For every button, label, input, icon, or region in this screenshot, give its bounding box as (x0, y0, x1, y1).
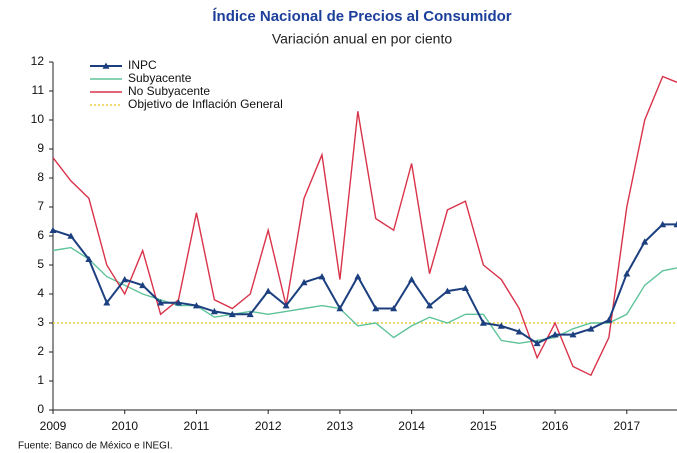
legend-label: No Subyacente (128, 84, 210, 98)
point-marker (372, 305, 380, 312)
y-tick-label: 12 (31, 54, 45, 68)
x-tick-label: 2017 (613, 419, 640, 433)
source-note: Fuente: Banco de México e INEGI. (18, 441, 173, 452)
point-marker (641, 238, 649, 245)
x-tick-label: 2011 (184, 419, 210, 433)
point-marker (175, 299, 183, 306)
series-line (52, 75, 677, 377)
point-marker (461, 284, 469, 291)
point-marker (139, 281, 147, 289)
y-tick-label: 10 (31, 112, 45, 126)
point-marker (515, 328, 523, 335)
point-marker (390, 305, 398, 312)
y-tick-label: 3 (37, 315, 44, 329)
x-tick-label: 2014 (398, 419, 425, 433)
point-marker (587, 325, 595, 332)
point-marker (282, 302, 290, 309)
x-tick-label: 2012 (255, 419, 282, 433)
chart-subtitle: Variación anual en por ciento (272, 31, 453, 47)
y-tick-label: 8 (37, 170, 44, 184)
y-tick-label: 9 (37, 141, 44, 155)
y-tick-label: 2 (37, 344, 44, 358)
y-tick-label: 11 (32, 83, 45, 97)
chart-title: Índice Nacional de Precios al Consumidor (212, 8, 511, 25)
point-marker (623, 270, 631, 277)
point-marker (605, 316, 613, 323)
point-marker (533, 339, 541, 347)
point-marker (659, 220, 667, 228)
point-marker (228, 310, 236, 318)
point-marker (121, 276, 129, 283)
legend-marker (102, 62, 110, 69)
legend-label: Subyacente (128, 71, 192, 85)
point-marker (67, 232, 75, 239)
point-marker (569, 331, 577, 338)
legend-label: Objetivo de Inflación General (128, 97, 283, 111)
legend-label: INPC (128, 58, 157, 72)
y-tick-label: 1 (37, 373, 44, 387)
point-marker (673, 220, 677, 228)
point-marker (408, 276, 416, 283)
x-tick-label: 2013 (327, 419, 354, 433)
point-marker (479, 319, 487, 326)
point-marker (318, 273, 326, 280)
x-tick-label: 2010 (111, 419, 138, 433)
point-marker (354, 273, 362, 280)
point-marker (210, 307, 218, 315)
point-marker (426, 302, 434, 309)
point-marker (192, 302, 200, 309)
y-tick-label: 4 (37, 286, 44, 300)
point-marker (443, 287, 451, 294)
point-marker (49, 226, 57, 233)
point-marker (103, 299, 111, 306)
point-marker (85, 255, 93, 262)
series-line (52, 223, 677, 345)
x-tick-label: 2009 (40, 419, 67, 433)
x-tick-label: 2016 (542, 419, 569, 433)
y-tick-label: 7 (37, 199, 44, 213)
point-marker (157, 299, 165, 306)
point-marker (336, 305, 344, 312)
y-tick-label: 6 (37, 228, 44, 242)
point-marker (300, 278, 308, 286)
y-tick-label: 0 (37, 402, 44, 416)
point-marker (551, 331, 559, 338)
point-marker (497, 322, 505, 329)
point-marker (246, 310, 254, 318)
x-tick-label: 2015 (470, 419, 497, 433)
y-tick-label: 5 (37, 257, 44, 271)
point-marker (264, 287, 272, 294)
